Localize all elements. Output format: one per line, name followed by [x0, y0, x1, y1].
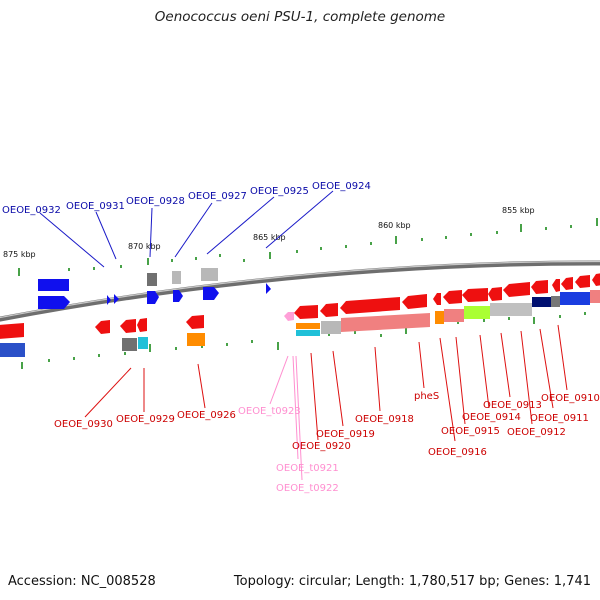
gene-oeoe-0928-gray[interactable] [147, 273, 157, 286]
gene-oeoe-0929-cyan[interactable] [138, 337, 148, 349]
gene-oeoe-0931[interactable] [107, 294, 119, 305]
gene-oeoe-0929-gray[interactable] [122, 338, 137, 351]
gene-oeoe-0930[interactable] [95, 320, 110, 334]
gene-oeoe-0918[interactable] [340, 297, 400, 314]
gene-oeoe-0914-b[interactable] [488, 287, 502, 301]
gene-oeoe-0925-gray[interactable] [201, 268, 218, 281]
gene-oeoe-0927[interactable] [173, 290, 183, 302]
gene-oeoe-0932[interactable] [38, 279, 69, 291]
gene-t0923[interactable] [284, 312, 294, 321]
scale-ticks-outer [18, 218, 598, 276]
gene-oeoe-0919[interactable] [320, 303, 338, 317]
gene-oeoe-0920-cyan[interactable] [296, 330, 320, 336]
gene-oeoe-0914-green[interactable] [464, 306, 490, 319]
label-oeoe-0920[interactable]: OEOE_0920 [292, 441, 351, 452]
gene-oeoe-0926-orange[interactable] [187, 333, 205, 346]
label-phes[interactable]: pheS [414, 391, 439, 402]
gene-oeoe-0927-gray[interactable] [172, 271, 181, 284]
gene-oeoe-0914[interactable] [462, 288, 488, 302]
label-oeoe-0910[interactable]: OEOE_0910 [541, 393, 600, 404]
tick-label-855kbp: 855 kbp [502, 206, 535, 215]
gene-phes[interactable] [402, 294, 427, 309]
label-oeoe-0928[interactable]: OEOE_0928 [126, 196, 185, 207]
gene-oeoe-0910[interactable] [561, 277, 573, 290]
label-oeoe-0911[interactable]: OEOE_0911 [530, 413, 589, 424]
label-leaders-trna [269, 355, 303, 481]
label-oeoe-0914[interactable]: OEOE_0914 [462, 412, 521, 423]
gene-block-blue-1[interactable] [560, 292, 590, 305]
label-oeoe-t0923[interactable]: OEOE_t0923 [238, 406, 301, 417]
label-oeoe-0919[interactable]: OEOE_0919 [316, 429, 375, 440]
label-oeoe-0926[interactable]: OEOE_0926 [177, 410, 236, 421]
label-oeoe-0916[interactable]: OEOE_0916 [428, 447, 487, 458]
gene-oeoe-0912[interactable] [531, 280, 548, 294]
label-oeoe-t0922[interactable]: OEOE_t0922 [276, 483, 339, 494]
gene-oeoe-0928[interactable] [147, 291, 159, 304]
gene-oeoe-0916[interactable] [433, 293, 441, 305]
genome-title: Oenococcus oeni PSU-1, complete genome [154, 9, 446, 25]
gene-oeoe-0929-b[interactable] [137, 318, 147, 332]
tick-label-865kbp: 865 kbp [253, 233, 286, 242]
label-oeoe-t0921[interactable]: OEOE_t0921 [276, 463, 339, 474]
gene-oeoe-0918-pink[interactable] [341, 313, 430, 332]
label-oeoe-0930[interactable]: OEOE_0930 [54, 419, 113, 430]
gene-block-gray-small[interactable] [551, 296, 560, 307]
label-oeoe-0924[interactable]: OEOE_0924 [312, 181, 371, 192]
plus-strand-genes [38, 268, 590, 309]
tick-label-875kbp: 875 kbp [3, 250, 36, 259]
label-oeoe-0915[interactable]: OEOE_0915 [441, 426, 500, 437]
gene-oeoe-0920[interactable] [294, 305, 318, 319]
gene-oeoe-0915-pink[interactable] [444, 309, 464, 322]
label-oeoe-0925[interactable]: OEOE_0925 [250, 186, 309, 197]
genome-backbone [0, 260, 600, 322]
gene-left-red[interactable] [0, 323, 24, 339]
gene-right-pink[interactable] [590, 290, 600, 303]
tick-label-870kbp: 870 kbp [128, 242, 161, 251]
accession-text: Accession: NC_008528 [8, 574, 156, 589]
gene-oeoe-0915[interactable] [443, 290, 462, 304]
gene-oeoe-0913-gray[interactable] [490, 303, 532, 316]
topology-summary: Topology: circular; Length: 1,780,517 bp… [233, 574, 591, 589]
gene-block-navy[interactable] [532, 297, 552, 307]
label-oeoe-0927[interactable]: OEOE_0927 [188, 191, 247, 202]
gene-oeoe-0916-orange[interactable] [435, 311, 444, 324]
tick-label-860kbp: 860 kbp [378, 221, 411, 230]
gene-oeoe-0932b[interactable] [38, 296, 70, 309]
gene-oeoe-0929-a[interactable] [120, 319, 136, 333]
label-oeoe-0929[interactable]: OEOE_0929 [116, 414, 175, 425]
gene-oeoe-0920-orange[interactable] [296, 323, 320, 329]
gene-right-2[interactable] [592, 273, 600, 286]
gene-oeoe-0925[interactable] [203, 287, 219, 300]
gene-oeoe-0919-gray[interactable] [321, 321, 341, 334]
gene-oeoe-0926[interactable] [186, 315, 204, 329]
gene-left-blue[interactable] [0, 343, 25, 357]
label-oeoe-0931[interactable]: OEOE_0931 [66, 201, 125, 212]
gene-right-1[interactable] [575, 275, 590, 288]
label-oeoe-0913[interactable]: OEOE_0913 [483, 400, 542, 411]
label-leaders-minus [84, 324, 568, 442]
label-leaders-plus [39, 190, 334, 268]
gene-oeoe-0913[interactable] [503, 282, 530, 297]
gene-oeoe-0911[interactable] [552, 279, 560, 292]
label-oeoe-0932[interactable]: OEOE_0932 [2, 205, 61, 216]
label-oeoe-0918[interactable]: OEOE_0918 [355, 414, 414, 425]
gene-oeoe-0924[interactable] [266, 283, 271, 294]
minus-strand-genes [0, 273, 600, 357]
label-oeoe-0912[interactable]: OEOE_0912 [507, 427, 566, 438]
